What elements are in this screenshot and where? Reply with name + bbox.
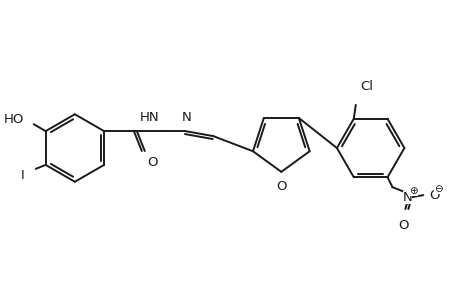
Text: O: O (397, 219, 408, 232)
Text: HN: HN (140, 111, 159, 124)
Text: I: I (21, 169, 25, 182)
Text: N: N (402, 190, 411, 204)
Text: O: O (146, 156, 157, 169)
Text: O: O (428, 189, 439, 202)
Text: N: N (181, 111, 191, 124)
Text: Cl: Cl (360, 80, 373, 93)
Text: HO: HO (3, 113, 24, 126)
Text: ⊕: ⊕ (408, 186, 417, 196)
Text: ⊖: ⊖ (433, 184, 442, 194)
Text: O: O (275, 180, 286, 193)
